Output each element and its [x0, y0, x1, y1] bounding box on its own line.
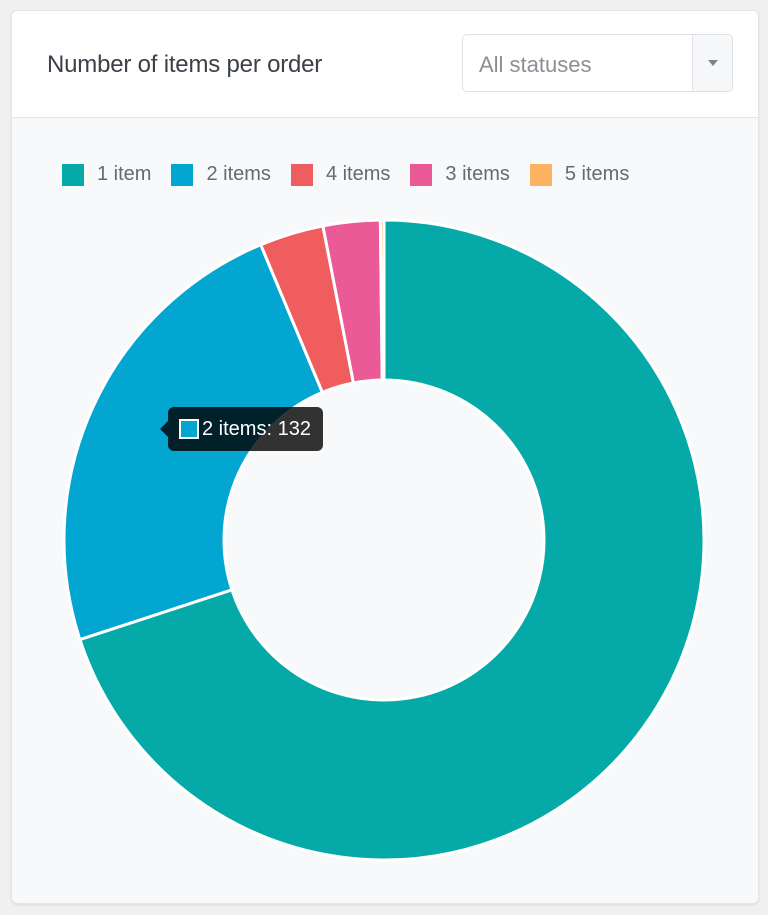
- tooltip-label: 2 items: 132: [202, 417, 311, 440]
- chevron-down-icon[interactable]: [692, 35, 732, 91]
- legend-item[interactable]: 4 items: [290, 163, 391, 186]
- legend-item[interactable]: 3 items: [410, 163, 510, 186]
- donut-slice-1-item[interactable]: [77, 218, 706, 862]
- card-title: Number of items per order: [47, 51, 323, 78]
- legend-label: 3 items: [445, 163, 510, 185]
- chart-tooltip: 2 items: 132: [160, 407, 323, 451]
- legend-label: 5 items: [564, 163, 630, 185]
- card-header: Number of items per order All statuses: [12, 11, 758, 118]
- legend-label: 1 item: [97, 163, 152, 185]
- legend-label: 4 items: [325, 163, 391, 185]
- tooltip-color-swatch: [179, 419, 199, 439]
- status-filter-value: All statuses: [479, 52, 592, 77]
- legend-swatch: [171, 163, 194, 186]
- legend-swatch: [62, 163, 84, 186]
- donut-slice-5-items[interactable]: [378, 218, 386, 382]
- chart-legend: 1 item 2 items 4 items 3 items 5 items: [62, 163, 649, 186]
- status-filter-select[interactable]: All statuses: [462, 34, 733, 92]
- legend-item[interactable]: 1 item: [62, 163, 151, 186]
- legend-item[interactable]: 2 items: [171, 163, 271, 186]
- legend-label: 2 items: [206, 163, 271, 185]
- legend-item[interactable]: 5 items: [529, 163, 630, 186]
- legend-swatch: [410, 163, 433, 186]
- legend-swatch: [529, 163, 552, 186]
- legend-swatch: [290, 163, 313, 186]
